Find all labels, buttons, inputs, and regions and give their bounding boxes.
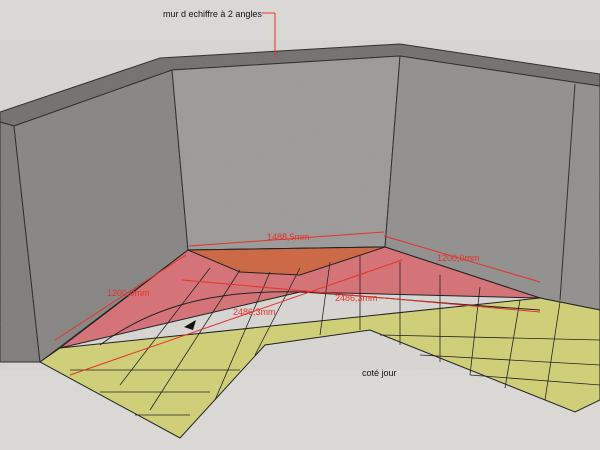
floor-yellow (39, 297, 600, 439)
landing-triangle (187, 246, 386, 276)
dimension-right-wall[interactable]: 1200,0mm (437, 253, 480, 263)
floor (39, 246, 600, 439)
dimension-lines (54, 12, 541, 376)
dimension-back-wall[interactable]: 1488,5mm (267, 232, 310, 242)
cursor-arrow-icon (184, 320, 196, 330)
dimension-diagonal-2[interactable]: 2486,3mm (233, 307, 276, 317)
side-annotation: coté jour (362, 368, 397, 378)
dimension-left-wall[interactable]: 1200,0mm (107, 288, 150, 298)
dimension-diagonal-1[interactable]: 2486,3mm (335, 293, 378, 303)
title-annotation: mur d echiffre à 2 angles (163, 9, 262, 19)
